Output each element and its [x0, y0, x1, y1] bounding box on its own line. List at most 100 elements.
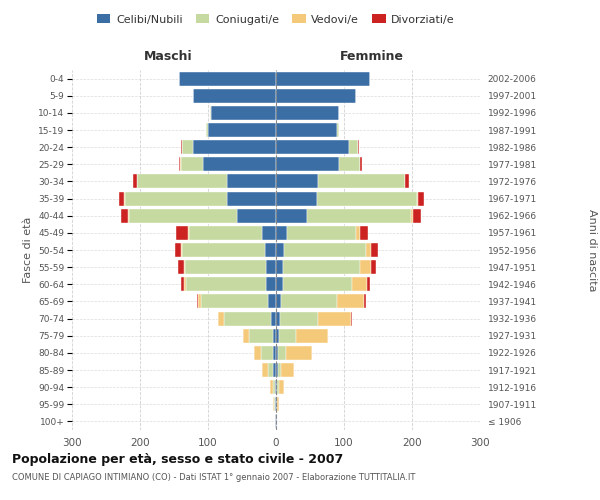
Bar [201, 294, 268, 308]
Bar [276, 88, 356, 102]
Bar [371, 260, 376, 274]
Bar [186, 278, 266, 291]
Bar [273, 346, 276, 360]
Bar [276, 380, 277, 394]
Bar [296, 328, 328, 342]
Bar [261, 346, 273, 360]
Bar [227, 174, 276, 188]
Bar [273, 398, 274, 411]
Bar [262, 363, 268, 377]
Bar [276, 158, 338, 172]
Bar [352, 278, 367, 291]
Bar [276, 363, 278, 377]
Bar [184, 260, 185, 274]
Bar [133, 174, 137, 188]
Bar [182, 140, 193, 154]
Bar [277, 398, 279, 411]
Bar [367, 278, 370, 291]
Bar [262, 226, 276, 240]
Bar [276, 123, 337, 137]
Bar [279, 380, 284, 394]
Bar [283, 278, 352, 291]
Bar [337, 294, 364, 308]
Bar [193, 88, 276, 102]
Bar [189, 226, 262, 240]
Bar [185, 260, 266, 274]
Bar [276, 346, 278, 360]
Bar [278, 346, 286, 360]
Bar [358, 140, 359, 154]
Bar [276, 414, 277, 428]
Bar [280, 312, 318, 326]
Bar [270, 380, 272, 394]
Bar [272, 380, 275, 394]
Text: Popolazione per età, sesso e stato civile - 2007: Popolazione per età, sesso e stato civil… [12, 452, 343, 466]
Bar [129, 208, 236, 222]
Bar [364, 294, 366, 308]
Bar [210, 106, 211, 120]
Bar [197, 294, 198, 308]
Bar [273, 363, 276, 377]
Bar [275, 398, 276, 411]
Bar [244, 328, 249, 342]
Bar [276, 243, 284, 257]
Bar [265, 243, 276, 257]
Bar [182, 243, 265, 257]
Bar [271, 312, 276, 326]
Bar [276, 260, 283, 274]
Bar [179, 72, 276, 86]
Bar [281, 363, 293, 377]
Bar [277, 380, 279, 394]
Bar [218, 312, 224, 326]
Bar [417, 192, 418, 205]
Bar [188, 226, 189, 240]
Bar [119, 192, 124, 205]
Bar [276, 278, 283, 291]
Bar [180, 158, 181, 172]
Bar [224, 312, 271, 326]
Bar [307, 208, 410, 222]
Bar [181, 158, 203, 172]
Bar [227, 192, 276, 205]
Bar [338, 106, 339, 120]
Bar [281, 294, 337, 308]
Bar [351, 312, 352, 326]
Bar [318, 174, 404, 188]
Bar [181, 140, 182, 154]
Bar [286, 346, 312, 360]
Bar [275, 380, 276, 394]
Bar [366, 243, 371, 257]
Bar [317, 192, 417, 205]
Bar [198, 294, 201, 308]
Bar [356, 226, 359, 240]
Bar [268, 294, 276, 308]
Bar [236, 208, 276, 222]
Bar [276, 106, 338, 120]
Bar [410, 208, 413, 222]
Bar [359, 226, 368, 240]
Bar [268, 363, 273, 377]
Bar [266, 278, 276, 291]
Bar [418, 192, 424, 205]
Bar [276, 226, 287, 240]
Bar [276, 398, 277, 411]
Bar [208, 123, 276, 137]
Text: Anni di nascita: Anni di nascita [587, 209, 597, 291]
Bar [278, 363, 281, 377]
Bar [361, 260, 371, 274]
Bar [206, 123, 208, 137]
Bar [276, 208, 307, 222]
Bar [266, 260, 276, 274]
Bar [337, 123, 338, 137]
Text: Maschi: Maschi [143, 50, 193, 62]
Bar [287, 226, 356, 240]
Bar [121, 208, 128, 222]
Bar [249, 328, 272, 342]
Bar [371, 243, 378, 257]
Bar [318, 312, 351, 326]
Text: COMUNE DI CAPIAGO INTIMIANO (CO) - Dati ISTAT 1° gennaio 2007 - Elaborazione TUT: COMUNE DI CAPIAGO INTIMIANO (CO) - Dati … [12, 472, 415, 482]
Bar [338, 158, 361, 172]
Bar [413, 208, 421, 222]
Bar [124, 192, 125, 205]
Bar [184, 278, 186, 291]
